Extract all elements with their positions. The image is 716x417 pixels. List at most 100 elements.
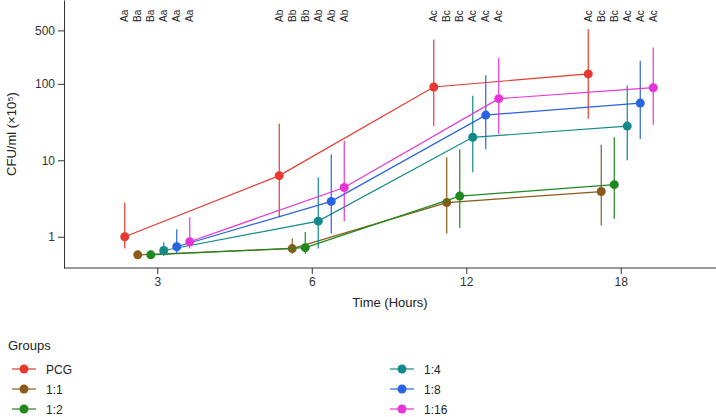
significance-letter: Ac bbox=[467, 10, 478, 22]
legend-item: PCG bbox=[12, 363, 72, 377]
legend-item: 1:2 bbox=[12, 403, 63, 417]
series bbox=[159, 86, 632, 256]
legend-label: 1:1 bbox=[46, 383, 63, 397]
legend-marker bbox=[20, 385, 29, 394]
series bbox=[133, 145, 606, 260]
point bbox=[275, 171, 284, 180]
legend-item: 1:1 bbox=[12, 383, 63, 397]
y-tick: 1 bbox=[48, 230, 64, 244]
legend-marker bbox=[398, 365, 407, 374]
point bbox=[301, 243, 310, 252]
point bbox=[636, 99, 645, 108]
significance-letter: Ac bbox=[493, 10, 504, 22]
legend-item: 1:4 bbox=[390, 363, 441, 377]
legend-marker bbox=[398, 405, 407, 414]
y-tick-mark bbox=[58, 30, 64, 31]
point bbox=[494, 94, 503, 103]
significance-letter: Ab bbox=[339, 9, 350, 22]
error-bar bbox=[318, 177, 319, 248]
x-axis: 3 6 12 18 bbox=[64, 268, 716, 289]
legend-marker bbox=[20, 365, 29, 374]
y-tick-mark bbox=[58, 160, 64, 161]
error-bar bbox=[614, 137, 615, 219]
point bbox=[455, 192, 464, 201]
significance-letter: Aa bbox=[171, 9, 182, 22]
error-bar bbox=[344, 141, 345, 221]
significance-letter: Ac bbox=[648, 10, 659, 22]
significance-letter: Bb bbox=[287, 9, 298, 22]
point bbox=[327, 197, 336, 206]
series bbox=[172, 61, 645, 254]
series-line bbox=[151, 185, 615, 255]
y-tick: 500 bbox=[35, 24, 64, 38]
series-line bbox=[138, 192, 602, 255]
point bbox=[146, 250, 155, 259]
point bbox=[159, 246, 168, 255]
legend-item: 1:16 bbox=[390, 403, 448, 417]
series bbox=[146, 137, 619, 259]
significance-letter: Bc bbox=[454, 10, 465, 22]
significance-letter: Bc bbox=[609, 10, 620, 22]
x-axis-line bbox=[64, 268, 716, 269]
significance-letter: Ab bbox=[326, 9, 337, 22]
error-bar bbox=[124, 203, 125, 249]
point bbox=[185, 237, 194, 246]
y-tick-mark bbox=[58, 84, 64, 85]
significance-letter: Ba bbox=[145, 9, 156, 22]
point bbox=[340, 183, 349, 192]
plot-area bbox=[120, 29, 658, 259]
significance-letter: Aa bbox=[184, 9, 195, 22]
x-tick: 18 bbox=[615, 268, 629, 289]
legend-label: 1:8 bbox=[424, 383, 441, 397]
series bbox=[185, 47, 658, 248]
legend-label: 1:4 bbox=[424, 363, 441, 377]
significance-letter: Aa bbox=[119, 9, 130, 22]
y-tick-label: 100 bbox=[35, 77, 55, 91]
significance-letter: Ab bbox=[313, 9, 324, 22]
x-tick-mark bbox=[621, 268, 622, 274]
series-line bbox=[190, 88, 654, 242]
x-tick-label: 18 bbox=[615, 275, 629, 289]
significance-letter: Bb bbox=[300, 9, 311, 22]
legend: Groups PCG 1:1 1:2 1:4 1:8 1:16 bbox=[8, 338, 448, 417]
series-line bbox=[177, 103, 641, 247]
point bbox=[597, 187, 606, 196]
letters: AaAbAcAcBaBbBcBcBaBbBcBcAaAbAcAcAaAbAcAc… bbox=[119, 9, 659, 22]
significance-letter: Ac bbox=[635, 10, 646, 22]
error-bar bbox=[279, 124, 280, 217]
x-tick-label: 6 bbox=[309, 275, 316, 289]
y-tick-label: 10 bbox=[42, 154, 56, 168]
significance-letter: Ac bbox=[622, 10, 633, 22]
point bbox=[120, 232, 129, 241]
chart: 110100500361218Time (Hours)CFU/ml (×10⁵)… bbox=[0, 0, 716, 417]
x-tick-label: 3 bbox=[154, 275, 161, 289]
y-tick-mark bbox=[58, 237, 64, 238]
y-tick: 10 bbox=[42, 154, 64, 168]
x-tick-label: 12 bbox=[460, 275, 474, 289]
x-tick: 12 bbox=[460, 268, 474, 289]
point bbox=[623, 122, 632, 131]
point bbox=[468, 133, 477, 142]
y-axis: 1 10 100 500 bbox=[35, 1, 65, 269]
point bbox=[610, 180, 619, 189]
point bbox=[649, 83, 658, 92]
legend-label: PCG bbox=[46, 363, 72, 377]
legend-marker bbox=[398, 385, 407, 394]
point bbox=[429, 82, 438, 91]
legend-marker bbox=[20, 405, 29, 414]
significance-letter: Ac bbox=[480, 10, 491, 22]
legend-title: Groups bbox=[8, 338, 51, 353]
significance-letter: Aa bbox=[158, 9, 169, 22]
x-tick-mark bbox=[312, 268, 313, 274]
significance-letter: Bc bbox=[596, 10, 607, 22]
y-tick-label: 1 bbox=[48, 230, 55, 244]
series-line bbox=[164, 126, 628, 250]
significance-letter: Bc bbox=[441, 10, 452, 22]
x-axis-title: Time (Hours) bbox=[352, 295, 427, 310]
x-tick-mark bbox=[466, 268, 467, 274]
x-tick-mark bbox=[157, 268, 158, 274]
series-line bbox=[125, 74, 589, 237]
significance-letter: Ab bbox=[274, 9, 285, 22]
x-tick: 6 bbox=[309, 268, 316, 289]
point bbox=[172, 242, 181, 251]
